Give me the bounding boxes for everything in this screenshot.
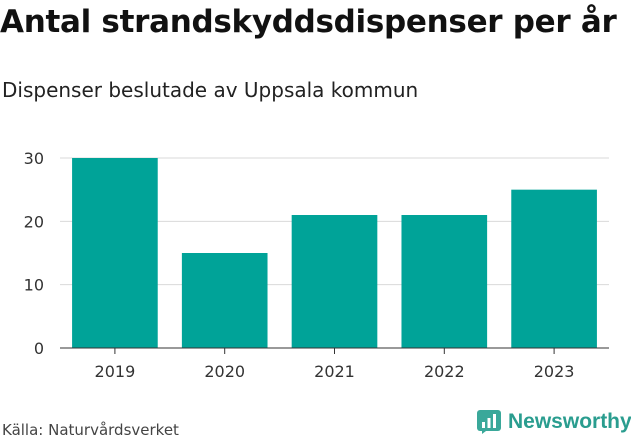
y-tick-label: 30 <box>24 149 44 168</box>
x-tick-label: 2019 <box>95 362 136 381</box>
source-note: Källa: Naturvårdsverket <box>2 421 179 439</box>
bar-2019 <box>72 158 158 348</box>
brand-logo: Newsworthy <box>476 409 631 435</box>
bar-2023 <box>511 189 597 348</box>
brand-name: Newsworthy <box>508 410 631 433</box>
bar-2020 <box>181 253 268 348</box>
x-tick-label: 2020 <box>204 362 245 381</box>
axes: 0 10 20 30 2019 2020 2021 2022 2023 <box>24 149 609 381</box>
bar-2022 <box>401 215 488 348</box>
y-tick-label: 0 <box>34 339 44 358</box>
x-tick-label: 2022 <box>424 362 465 381</box>
x-tick-label: 2021 <box>314 362 355 381</box>
newsworthy-logo-icon <box>477 410 501 434</box>
bars <box>72 158 597 348</box>
y-tick-label: 10 <box>24 276 44 295</box>
y-tick-label: 20 <box>24 212 44 231</box>
chart-title: Antal strandskyddsdispenser per år <box>0 4 617 40</box>
x-tick-label: 2023 <box>534 362 575 381</box>
chart-subtitle: Dispenser beslutade av Uppsala kommun <box>2 78 419 102</box>
bar-2021 <box>291 215 378 348</box>
